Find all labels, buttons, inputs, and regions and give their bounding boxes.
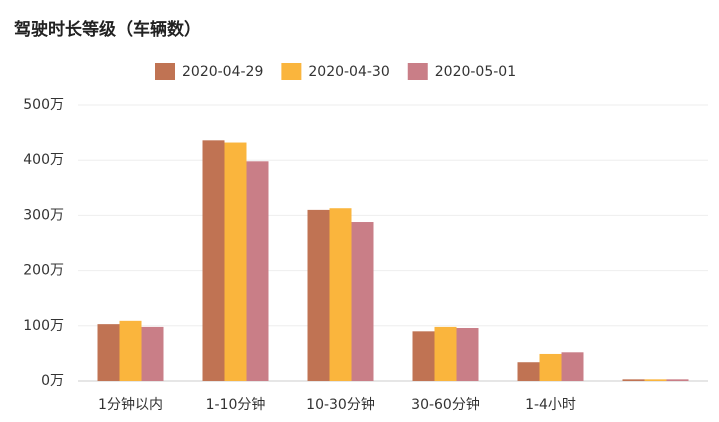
bar [329, 208, 352, 381]
bar [119, 320, 142, 381]
legend-label: 2020-05-01 [435, 64, 516, 80]
x-tick-label: 1分钟以内 [98, 396, 163, 413]
legend-swatch [281, 63, 302, 80]
legend-label: 2020-04-29 [182, 64, 263, 80]
bar [622, 379, 645, 381]
x-tick-label: 1-10分钟 [206, 396, 266, 413]
y-tick-label: 200万 [23, 263, 64, 279]
bar [97, 324, 120, 381]
bar [246, 161, 269, 381]
y-tick-label: 300万 [23, 207, 64, 223]
chart-title: 驾驶时长等级（车辆数） [14, 19, 201, 40]
legend-swatch [155, 63, 175, 80]
bar [666, 379, 689, 381]
legend-swatch [407, 63, 428, 80]
bar [644, 379, 667, 381]
bar [412, 331, 435, 381]
bar [224, 142, 247, 381]
y-tick-label: 400万 [23, 152, 64, 168]
bar [434, 326, 457, 381]
x-tick-label: 1-4小时 [525, 397, 576, 413]
bar [307, 209, 330, 381]
y-tick-label: 0万 [41, 373, 64, 389]
y-tick-label: 100万 [23, 318, 64, 334]
bar [561, 352, 584, 381]
legend-label: 2020-04-30 [308, 64, 389, 80]
bar [456, 328, 479, 381]
y-tick-label: 500万 [23, 97, 64, 113]
x-tick-label: 10-30分钟 [306, 396, 375, 413]
bar [141, 326, 164, 381]
bar [351, 222, 374, 381]
x-tick-label: 30-60分钟 [411, 396, 480, 413]
bar [517, 362, 540, 381]
bar [539, 353, 562, 381]
bar [202, 140, 225, 381]
